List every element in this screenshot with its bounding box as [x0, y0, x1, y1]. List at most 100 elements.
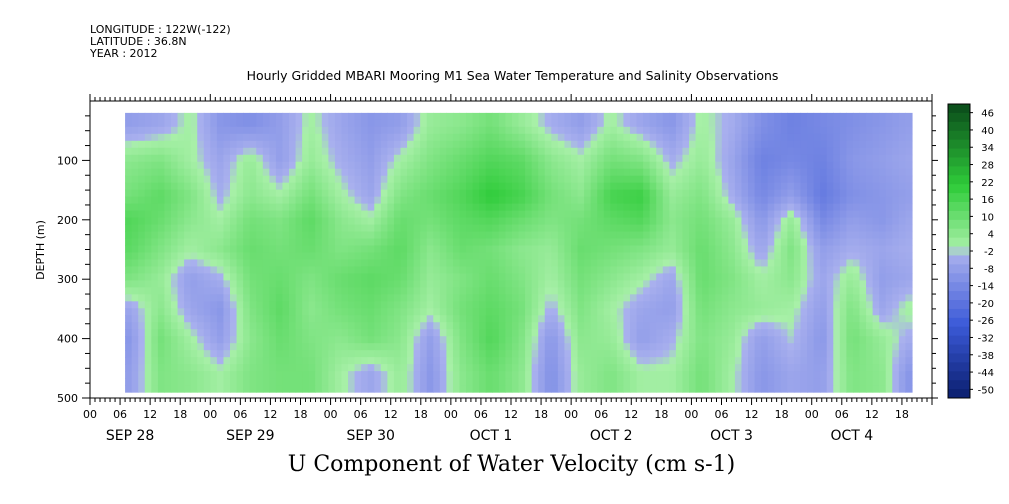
heatmap-cell — [197, 140, 205, 149]
heatmap-cell — [328, 364, 336, 372]
heatmap-cell — [439, 231, 447, 240]
heatmap-cell — [367, 273, 375, 281]
heatmap-cell — [485, 175, 493, 184]
heatmap-cell — [190, 182, 198, 191]
heatmap-cell — [184, 364, 192, 372]
heatmap-cell — [170, 112, 179, 121]
heatmap-cell — [669, 294, 677, 302]
heatmap-cell — [151, 112, 159, 121]
heatmap-cell — [216, 210, 225, 219]
heatmap-cell — [675, 224, 684, 233]
heatmap-cell — [538, 336, 546, 344]
heatmap-cell — [866, 112, 874, 121]
heatmap-cell — [774, 308, 782, 316]
heatmap-cell — [157, 266, 166, 275]
heatmap-cell — [826, 280, 834, 288]
heatmap-cell — [885, 315, 893, 323]
heatmap-cell — [452, 266, 461, 275]
heatmap-cell — [157, 259, 166, 268]
heatmap-cell — [551, 301, 559, 309]
heatmap-cell — [885, 189, 893, 198]
heatmap-cell — [629, 259, 638, 268]
heatmap-cell — [846, 336, 854, 344]
heatmap-cell — [662, 196, 670, 205]
heatmap-cell — [610, 168, 618, 177]
heatmap-cell — [820, 238, 828, 247]
heatmap-cell — [177, 168, 185, 177]
heatmap-cell — [616, 378, 625, 386]
heatmap-cell — [157, 189, 166, 198]
heatmap-cell — [190, 252, 198, 261]
heatmap-cell — [538, 301, 546, 309]
heatmap-cell — [846, 364, 854, 372]
heatmap-cell — [485, 364, 493, 372]
heatmap-cell — [793, 273, 802, 281]
heatmap-cell — [446, 259, 454, 268]
heatmap-cell — [170, 350, 179, 358]
heatmap-cell — [898, 329, 906, 337]
heatmap-cell — [466, 308, 474, 316]
heatmap-cell — [341, 147, 349, 156]
heatmap-cell — [144, 301, 152, 309]
heatmap-cell — [420, 357, 428, 365]
heatmap-cell — [898, 287, 906, 295]
heatmap-cell — [223, 266, 231, 275]
heatmap-cell — [400, 147, 408, 156]
heatmap-cell — [728, 238, 736, 247]
heatmap-cell — [210, 294, 218, 302]
heatmap-cell — [144, 329, 152, 337]
heatmap-cell — [689, 371, 697, 379]
heatmap-cell — [125, 126, 133, 135]
heatmap-cell — [328, 266, 336, 275]
heatmap-cell — [308, 315, 316, 323]
heatmap-cell — [852, 385, 861, 393]
heatmap-cell — [223, 126, 231, 135]
heatmap-cell — [721, 140, 729, 149]
heatmap-cell — [275, 308, 284, 316]
heatmap-cell — [472, 189, 480, 198]
heatmap-cell — [348, 210, 356, 219]
heatmap-cell — [793, 175, 802, 184]
heatmap-cell — [734, 126, 743, 135]
heatmap-cell — [774, 385, 782, 393]
heatmap-cell — [256, 322, 264, 330]
heatmap-cell — [164, 126, 172, 135]
heatmap-cell — [643, 203, 651, 212]
heatmap-cell — [289, 378, 297, 386]
latitude-label: LATITUDE : 36.8N — [90, 35, 187, 48]
heatmap-cell — [675, 168, 684, 177]
heatmap-cell — [820, 140, 828, 149]
plot-area — [125, 112, 913, 393]
heatmap-cell — [131, 322, 139, 330]
heatmap-cell — [649, 266, 657, 275]
heatmap-cell — [603, 203, 611, 212]
heatmap-cell — [466, 224, 474, 233]
heatmap-cell — [518, 259, 526, 268]
heatmap-cell — [551, 385, 559, 393]
heatmap-cell — [210, 350, 218, 358]
heatmap-cell — [623, 196, 631, 205]
heatmap-cell — [800, 336, 808, 344]
heatmap-cell — [485, 378, 493, 386]
heatmap-cell — [367, 196, 375, 205]
heatmap-cell — [846, 287, 854, 295]
heatmap-cell — [452, 343, 461, 351]
heatmap-cell — [393, 273, 402, 281]
heatmap-cell — [433, 126, 441, 135]
heatmap-cell — [570, 217, 579, 226]
heatmap-cell — [492, 224, 500, 233]
heatmap-cell — [741, 210, 749, 219]
heatmap-cell — [715, 175, 723, 184]
heatmap-cell — [728, 294, 736, 302]
heatmap-cell — [170, 371, 179, 379]
heatmap-cell — [341, 182, 349, 191]
heatmap-cell — [839, 259, 847, 268]
heatmap-cell — [866, 273, 874, 281]
heatmap-cell — [754, 385, 762, 393]
heatmap-cell — [387, 280, 395, 288]
heatmap-cell — [367, 364, 375, 372]
heatmap-cell — [407, 259, 415, 268]
heatmap-cell — [800, 308, 808, 316]
heatmap-cell — [590, 196, 598, 205]
heatmap-cell — [643, 196, 651, 205]
